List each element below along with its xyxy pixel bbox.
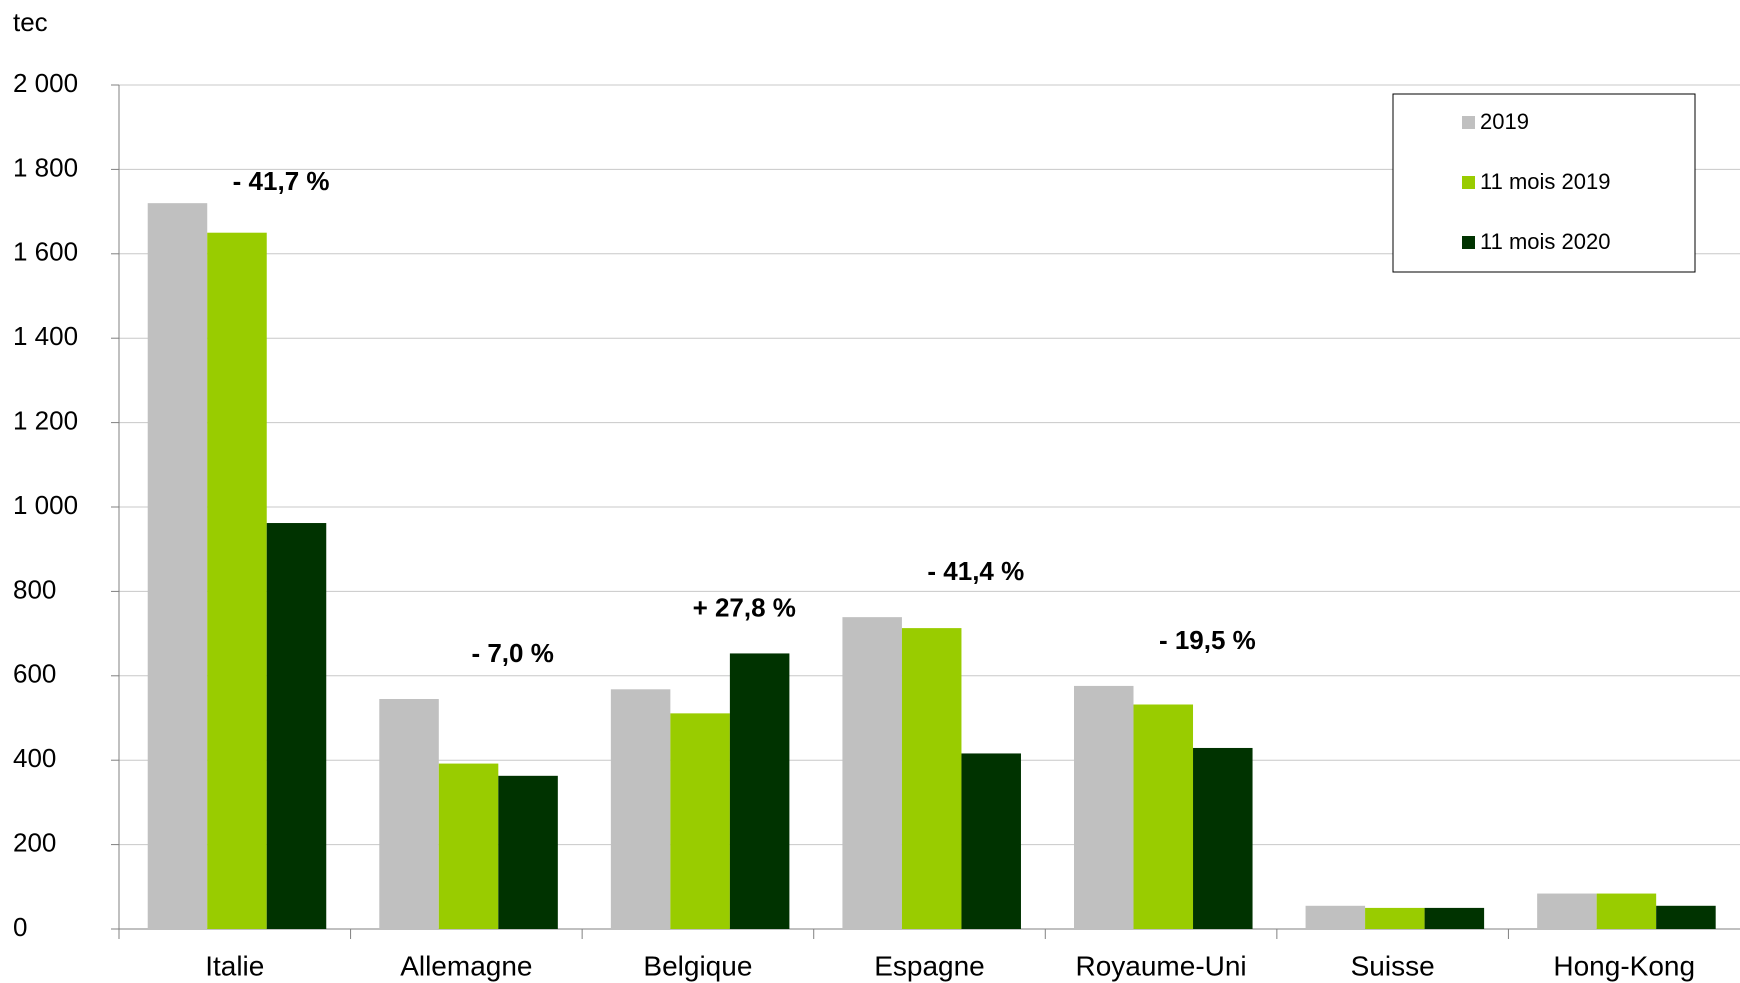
- y-tick-label: 1 600: [13, 237, 78, 267]
- change-label: - 41,7 %: [233, 166, 330, 196]
- bar: [670, 713, 730, 929]
- bar: [961, 753, 1021, 929]
- y-tick-label: 400: [13, 743, 56, 773]
- bar: [147, 203, 208, 929]
- y-tick-label: 2 000: [13, 68, 78, 98]
- bar: [1305, 905, 1366, 929]
- bar: [729, 653, 790, 929]
- bar: [379, 699, 439, 929]
- x-tick-label: Hong-Kong: [1553, 950, 1695, 981]
- legend-box: [1392, 93, 1696, 273]
- x-tick-label: Royaume-Uni: [1075, 950, 1246, 981]
- legend-swatch: [1462, 116, 1475, 129]
- y-tick-label: 1 200: [13, 405, 78, 435]
- legend-swatch: [1462, 236, 1475, 249]
- bar: [1537, 893, 1597, 929]
- bar: [1656, 905, 1716, 929]
- bar: [1133, 704, 1194, 929]
- change-label: - 7,0 %: [471, 638, 553, 668]
- legend-label: 2019: [1480, 109, 1529, 134]
- x-tick-label: Suisse: [1351, 950, 1435, 981]
- change-label: + 27,8 %: [693, 592, 796, 622]
- legend-label: 11 mois 2019: [1480, 169, 1610, 194]
- y-tick-label: 1 000: [13, 490, 78, 520]
- bar: [498, 775, 558, 929]
- bar: [1596, 893, 1657, 929]
- x-tick-label: Allemagne: [400, 950, 532, 981]
- bar: [1193, 747, 1253, 929]
- bar: [207, 232, 267, 929]
- bar: [266, 523, 327, 929]
- bar: [1365, 907, 1425, 929]
- bar: [610, 689, 671, 929]
- change-label: - 19,5 %: [1159, 625, 1256, 655]
- y-tick-label: 200: [13, 827, 56, 857]
- x-tick-label: Espagne: [874, 950, 985, 981]
- y-axis-label: tec: [13, 7, 48, 37]
- bar: [438, 763, 499, 929]
- y-tick-label: 1 400: [13, 321, 78, 351]
- y-tick-label: 800: [13, 574, 56, 604]
- bar: [1424, 907, 1485, 929]
- y-tick-label: 1 800: [13, 152, 78, 182]
- y-tick-label: 600: [13, 659, 56, 689]
- change-label: - 41,4 %: [927, 556, 1024, 586]
- bar: [842, 617, 902, 929]
- bar: [901, 628, 962, 929]
- legend-swatch: [1462, 176, 1475, 189]
- x-tick-label: Italie: [205, 950, 264, 981]
- y-tick-label: 0: [13, 912, 27, 942]
- x-tick-label: Belgique: [643, 950, 752, 981]
- legend-label: 11 mois 2020: [1480, 229, 1610, 254]
- bar: [1074, 685, 1134, 929]
